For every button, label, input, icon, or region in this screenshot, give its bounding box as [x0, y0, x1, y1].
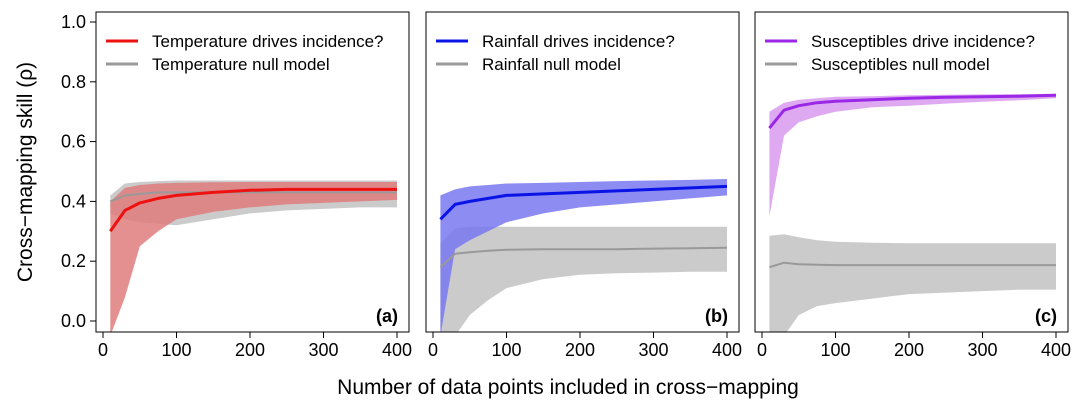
x-tick-label: 400 — [712, 340, 742, 360]
panel-plot-area — [439, 179, 728, 332]
panel-frame — [425, 11, 740, 333]
y-tick-label: 1.0 — [61, 12, 86, 32]
x-tick-label: 100 — [491, 340, 521, 360]
panel-frame — [95, 11, 410, 333]
series-line-driver — [109, 187, 397, 233]
x-tick-label: 0 — [757, 340, 767, 360]
y-tick-label: 0.6 — [61, 132, 86, 152]
y-tick-label: 0.8 — [61, 72, 86, 92]
y-tick-label: 0.4 — [61, 191, 86, 211]
panels: 0 100 200 300 400 Temperature drives incidenc… — [95, 11, 1071, 360]
panel-3: 0 100 200 300 400 Susceptibles drive incidenc… — [754, 11, 1071, 360]
y-tick-label: 0.2 — [61, 251, 86, 271]
series-line-null — [769, 261, 1056, 269]
y-axis-title: Cross−mapping skill (ρ) — [14, 62, 37, 282]
x-tick-label: 400 — [1041, 340, 1071, 360]
panel-2: 0 100 200 300 400 Rainfall drives incidence? R… — [425, 11, 742, 360]
panel-1: 0 100 200 300 400 Temperature drives incidenc… — [95, 11, 412, 360]
legend-label: Susceptibles drive incidence? — [811, 32, 1035, 51]
y-tick-label: 0.0 — [61, 311, 86, 331]
series-band-driver — [440, 179, 727, 332]
panel-frame — [754, 11, 1069, 333]
y-axis: 0.0 0.2 0.4 0.6 0.8 1.0 — [61, 12, 96, 331]
series-band-null — [440, 226, 727, 332]
series-line-null — [439, 246, 728, 268]
legend-label: Rainfall drives incidence? — [482, 32, 675, 51]
x-tick-label: 0 — [98, 340, 108, 360]
x-tick-label: 100 — [161, 340, 191, 360]
panel-tag: (a) — [376, 306, 398, 326]
x-tick-label: 400 — [382, 340, 412, 360]
series-line-driver — [768, 93, 1057, 130]
legend-label: Temperature null model — [152, 55, 330, 74]
series-line-driver — [439, 184, 728, 221]
panel-tag: (c) — [1035, 306, 1057, 326]
series-band-null — [769, 234, 1056, 332]
x-tick-label: 300 — [638, 340, 668, 360]
legend-label: Temperature drives incidence? — [152, 32, 384, 51]
series-band-driver — [110, 182, 397, 332]
panel-plot-area — [768, 93, 1057, 332]
x-tick-label: 200 — [565, 340, 595, 360]
x-tick-label: 300 — [308, 340, 338, 360]
legend-label: Rainfall null model — [482, 55, 621, 74]
x-tick-label: 0 — [428, 340, 438, 360]
x-axis-title: Number of data points included in cross−… — [337, 376, 799, 399]
panel-plot-area — [109, 180, 398, 332]
legend-label: Susceptibles null model — [811, 55, 990, 74]
x-tick-label: 100 — [820, 340, 850, 360]
series-band-driver — [769, 93, 1056, 217]
x-tick-label: 200 — [235, 340, 265, 360]
x-tick-label: 200 — [894, 340, 924, 360]
panel-tag: (b) — [705, 306, 728, 326]
x-tick-label: 300 — [967, 340, 997, 360]
